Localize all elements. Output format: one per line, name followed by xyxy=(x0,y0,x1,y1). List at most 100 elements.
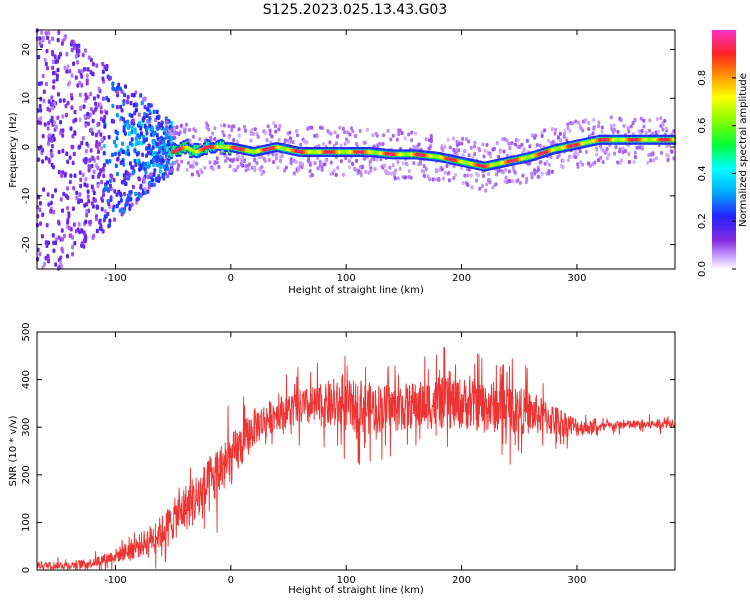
spectrogram-cell xyxy=(130,129,134,135)
spectrogram-cell xyxy=(122,209,126,214)
spectrogram-cell xyxy=(504,167,508,172)
spectrogram-cell xyxy=(559,138,563,143)
spectrogram-cell xyxy=(92,190,96,196)
spectrogram-cell xyxy=(553,131,557,136)
spectrogram-cell xyxy=(482,174,486,179)
spectrogram-cell xyxy=(441,176,445,181)
spectrogram-cell xyxy=(106,97,110,103)
spectrogram-cell xyxy=(59,130,63,136)
spectrogram-cell xyxy=(308,162,312,167)
spectrogram-cell xyxy=(510,141,514,146)
spectrogram-cell xyxy=(463,148,467,153)
spectrogram-cell xyxy=(295,133,299,138)
spectrogram-cell xyxy=(469,173,473,178)
spectrogram-cell xyxy=(111,81,115,87)
spectrogram-cell xyxy=(50,162,54,168)
spectrogram-cell xyxy=(313,161,317,166)
spectrogram-cell xyxy=(567,158,571,163)
spectrogram-cell xyxy=(461,136,465,141)
spectrogram-cell xyxy=(153,168,157,173)
spectrogram-cell xyxy=(558,131,562,136)
spectrogram-cell xyxy=(137,194,141,199)
spectrogram-cell xyxy=(280,154,284,159)
spectrogram-cell xyxy=(68,80,72,86)
spectrogram-cell xyxy=(142,115,146,121)
spectrogram-cell xyxy=(382,133,386,138)
spectrogram-cell xyxy=(62,191,66,197)
spectrogram-cell xyxy=(90,127,94,133)
spectrogram-cell xyxy=(469,145,473,150)
spectrogram-cell xyxy=(597,120,601,125)
spectrogram-cell xyxy=(592,117,596,122)
spectrogram-cell xyxy=(507,169,511,174)
spectrogram-cell xyxy=(41,73,45,79)
spectrogram-cell xyxy=(68,69,72,74)
spectrogram-cell xyxy=(115,171,119,177)
spectrogram-cell xyxy=(46,192,50,197)
spectrogram-cell xyxy=(84,219,88,225)
spectrogram-cell xyxy=(57,221,61,226)
spectrogram-cell xyxy=(107,223,111,229)
spectrogram-cell xyxy=(346,139,350,144)
spectrogram-cell xyxy=(581,128,585,133)
spectrogram-cell xyxy=(372,157,376,162)
spectrogram-cell xyxy=(57,235,61,240)
spectrogram-cell xyxy=(622,123,626,128)
spectrogram-cell xyxy=(157,124,161,129)
spectrogram-cell xyxy=(155,115,159,120)
spectrogram-cell xyxy=(547,138,551,143)
spectrogram-cell xyxy=(142,96,146,102)
spectrogram-cell xyxy=(457,141,461,146)
spectrogram-cell xyxy=(388,165,392,170)
spectrogram-cell xyxy=(277,127,281,132)
spectrogram-cell xyxy=(133,130,137,135)
spectrogram-cell xyxy=(320,125,324,130)
spectrogram-cell xyxy=(123,131,127,136)
spectrogram-x-tick-label: 300 xyxy=(567,273,586,284)
spectrogram-cell xyxy=(38,36,42,41)
spectrogram-cell xyxy=(72,61,76,66)
spectrogram-cell xyxy=(211,166,215,171)
spectrogram-cell xyxy=(185,122,189,127)
spectrogram-cell xyxy=(405,162,409,167)
spectrogram-cell xyxy=(41,36,45,42)
spectrogram-cell xyxy=(348,132,352,137)
spectrogram-cell xyxy=(131,184,135,190)
spectrogram-cell xyxy=(131,118,135,123)
spectrogram-cell xyxy=(50,102,54,107)
spectrogram-cell xyxy=(192,134,196,139)
spectrogram-cell xyxy=(155,109,159,115)
spectrogram-cell xyxy=(83,48,87,53)
spectrogram-cell xyxy=(407,132,411,137)
spectrogram-cell xyxy=(103,124,107,129)
spectrogram-cell xyxy=(498,148,502,153)
spectrogram-cell xyxy=(621,146,625,151)
spectrogram-cell xyxy=(89,69,93,75)
spectrogram-cell xyxy=(45,65,49,71)
spectrogram-cell xyxy=(203,165,207,170)
spectrogram-cell xyxy=(525,176,529,181)
spectrogram-cell xyxy=(667,153,671,158)
spectrogram-cell xyxy=(43,122,47,127)
spectrogram-cell xyxy=(114,163,118,169)
spectrogram-cell xyxy=(188,138,192,143)
spectrogram-cell xyxy=(123,181,127,186)
spectrogram-cell xyxy=(240,158,244,163)
spectrogram-cell xyxy=(45,223,49,228)
spectrogram-cell xyxy=(68,155,72,160)
spectrogram-cell xyxy=(485,142,489,147)
spectrogram-cell xyxy=(554,127,558,132)
spectrogram-cell xyxy=(127,151,131,157)
spectrogram-cell xyxy=(297,167,301,172)
spectrogram-cell xyxy=(62,233,66,239)
spectrogram-cell xyxy=(92,110,96,115)
spectrogram-cell xyxy=(272,160,276,165)
spectrogram-cell xyxy=(624,149,628,154)
spectrogram-cell xyxy=(129,100,133,106)
spectrogram-cell xyxy=(101,76,105,82)
spectrogram-cell xyxy=(610,127,614,132)
spectrogram-cell xyxy=(492,146,496,151)
spectrogram-cell xyxy=(424,137,428,142)
spectrogram-cell xyxy=(51,193,55,199)
spectrogram-cell xyxy=(126,176,130,181)
